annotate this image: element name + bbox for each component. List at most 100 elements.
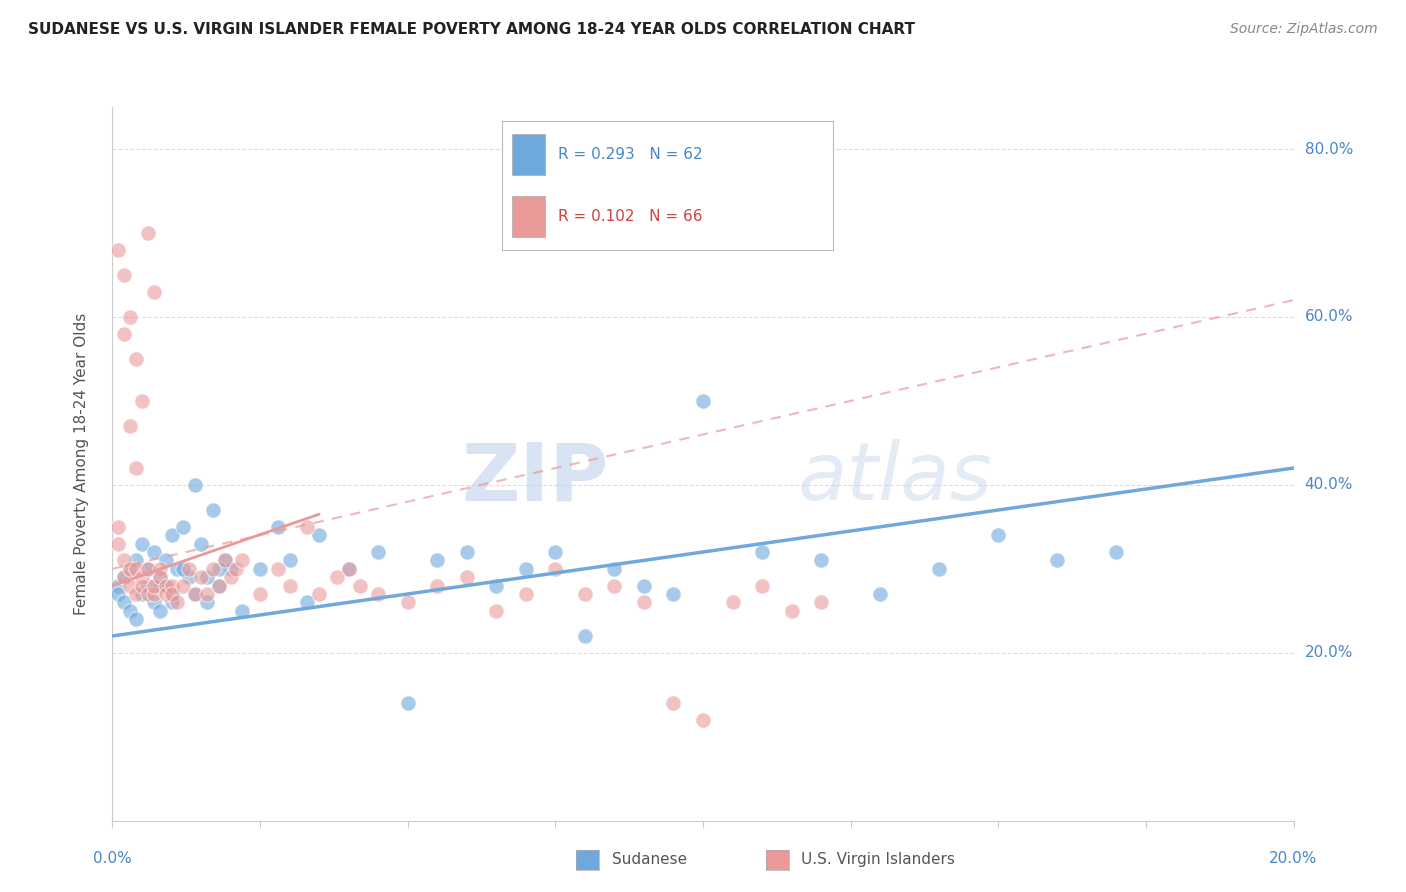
Point xyxy=(155,587,177,601)
Point xyxy=(267,520,290,534)
Point xyxy=(249,562,271,576)
Point xyxy=(136,562,159,576)
Point xyxy=(131,570,153,584)
Point xyxy=(184,587,207,601)
Point xyxy=(208,562,231,576)
Text: 40.0%: 40.0% xyxy=(1305,477,1353,492)
Point xyxy=(120,562,142,576)
Point xyxy=(131,393,153,408)
Point xyxy=(179,570,201,584)
Point xyxy=(149,562,172,576)
Point xyxy=(120,562,142,576)
Point xyxy=(544,562,567,576)
Point xyxy=(179,562,201,576)
Point xyxy=(112,570,135,584)
Point xyxy=(160,587,183,601)
Point xyxy=(131,587,153,601)
Point xyxy=(166,562,188,576)
Point xyxy=(201,562,224,576)
Point xyxy=(136,562,159,576)
Point xyxy=(160,595,183,609)
Point xyxy=(426,553,449,567)
Point xyxy=(337,562,360,576)
Point xyxy=(155,578,177,592)
Point xyxy=(337,562,360,576)
Point xyxy=(190,570,212,584)
Point xyxy=(107,243,129,257)
Point xyxy=(219,562,242,576)
Point xyxy=(142,285,165,299)
Point xyxy=(869,587,891,601)
Text: Source: ZipAtlas.com: Source: ZipAtlas.com xyxy=(1230,22,1378,37)
Point xyxy=(308,587,330,601)
Point xyxy=(131,536,153,550)
Point xyxy=(120,419,142,434)
Point xyxy=(160,578,183,592)
Point xyxy=(456,570,478,584)
Point xyxy=(112,570,135,584)
Text: atlas: atlas xyxy=(797,439,993,517)
Point xyxy=(160,528,183,542)
Point xyxy=(195,587,218,601)
Point xyxy=(142,578,165,592)
Text: 20.0%: 20.0% xyxy=(1305,645,1353,660)
Point xyxy=(1105,545,1128,559)
Point xyxy=(208,578,231,592)
Point xyxy=(107,536,129,550)
Point xyxy=(485,578,508,592)
Point xyxy=(201,503,224,517)
Point xyxy=(142,595,165,609)
Point xyxy=(297,520,319,534)
Point xyxy=(195,595,218,609)
Point xyxy=(142,545,165,559)
Point xyxy=(219,570,242,584)
Point xyxy=(396,696,419,710)
Point xyxy=(149,570,172,584)
Point xyxy=(810,553,832,567)
Point xyxy=(125,351,148,366)
Point xyxy=(136,578,159,592)
Point xyxy=(574,629,596,643)
Point xyxy=(633,578,655,592)
Point xyxy=(107,587,129,601)
Point xyxy=(574,587,596,601)
Point xyxy=(112,595,135,609)
Point xyxy=(780,604,803,618)
Point xyxy=(125,587,148,601)
Text: U.S. Virgin Islanders: U.S. Virgin Islanders xyxy=(801,853,955,867)
Point xyxy=(751,578,773,592)
Point xyxy=(1046,553,1069,567)
Point xyxy=(633,595,655,609)
Point xyxy=(662,587,685,601)
Point xyxy=(155,578,177,592)
Point xyxy=(112,553,135,567)
Point xyxy=(231,553,253,567)
Point xyxy=(278,578,301,592)
Point xyxy=(267,562,290,576)
Point xyxy=(308,528,330,542)
Text: 20.0%: 20.0% xyxy=(1270,851,1317,866)
Point xyxy=(987,528,1010,542)
Text: 60.0%: 60.0% xyxy=(1305,310,1353,325)
Point xyxy=(485,604,508,618)
Point xyxy=(214,553,236,567)
Point xyxy=(249,587,271,601)
Point xyxy=(367,587,389,601)
Point xyxy=(278,553,301,567)
Point xyxy=(120,310,142,324)
Point xyxy=(349,578,371,592)
Point xyxy=(120,604,142,618)
Point xyxy=(172,520,194,534)
Point xyxy=(112,268,135,282)
Point xyxy=(112,326,135,341)
Point xyxy=(297,595,319,609)
Point xyxy=(142,587,165,601)
Point xyxy=(172,578,194,592)
Point xyxy=(515,562,537,576)
Text: ZIP: ZIP xyxy=(461,439,609,517)
Point xyxy=(195,570,218,584)
Point xyxy=(125,461,148,475)
Point xyxy=(810,595,832,609)
Point xyxy=(603,578,626,592)
Point xyxy=(160,587,183,601)
